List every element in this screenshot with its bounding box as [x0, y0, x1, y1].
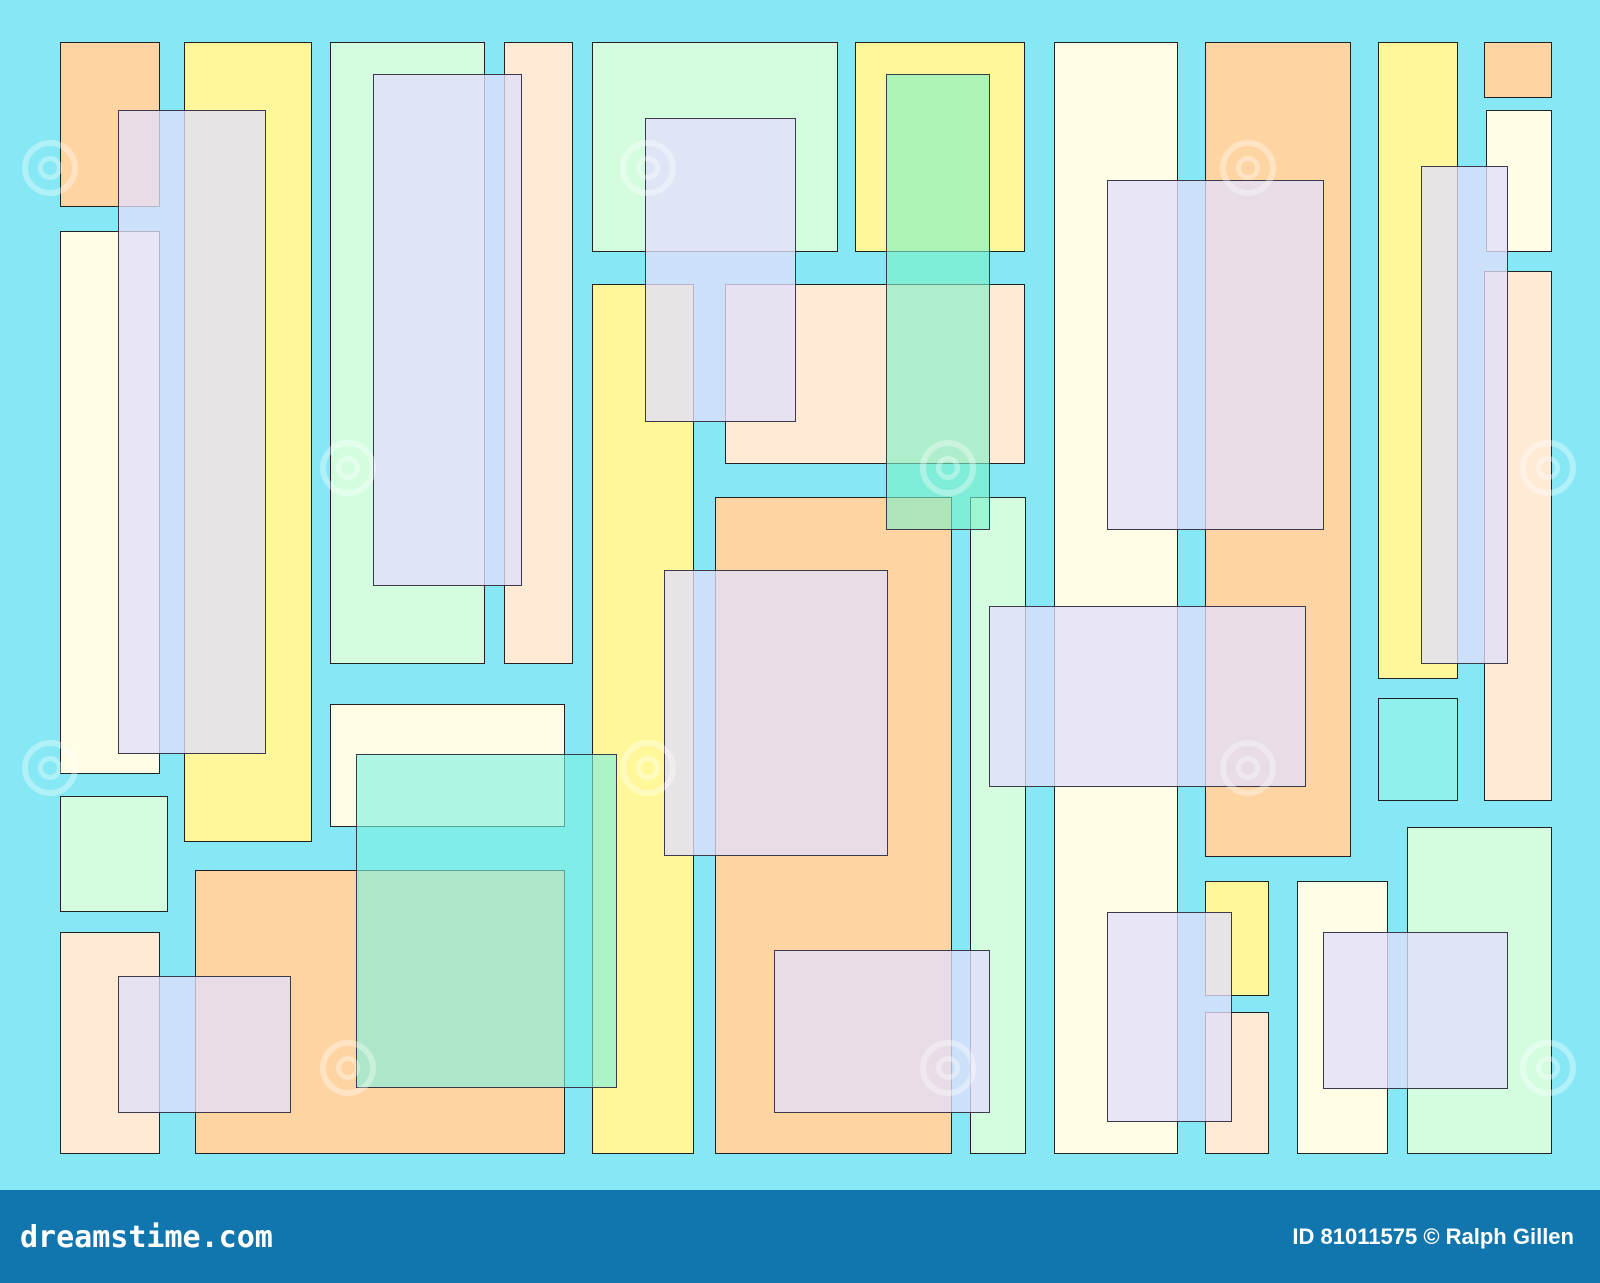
- footer-bar: dreamstime.com ID 81011575 © Ralph Gille…: [0, 1190, 1600, 1283]
- watermark-spiral-icon: [320, 1040, 376, 1096]
- watermark-spiral-icon: [22, 140, 78, 196]
- overlay-rect-lavender: [373, 74, 522, 586]
- abstract-rectangles-artwork: [0, 0, 1600, 1190]
- overlay-rect-lavender: [1107, 180, 1324, 530]
- overlay-rect-lavender: [118, 110, 266, 754]
- watermark-spiral-icon: [920, 1040, 976, 1096]
- overlay-rect-lavender: [1107, 912, 1232, 1122]
- watermark-spiral-icon: [1220, 740, 1276, 796]
- overlay-rect-lavender: [645, 118, 796, 422]
- rect-mint: [60, 796, 168, 912]
- image-credit: ID 81011575 © Ralph Gillen: [1292, 1224, 1574, 1249]
- overlay-rect-lavender: [118, 976, 291, 1113]
- watermark-spiral-icon: [1520, 1040, 1576, 1096]
- watermark-spiral-icon: [620, 140, 676, 196]
- site-logo-text: dreamstime.com: [20, 1220, 273, 1255]
- overlay-rect-lavender: [1323, 932, 1508, 1089]
- overlay-rect-lavender: [1421, 166, 1508, 664]
- rect-peach: [1484, 42, 1552, 98]
- watermark-spiral-icon: [1220, 140, 1276, 196]
- rect-aqua: [1378, 698, 1458, 801]
- overlay-rect-lavender: [664, 570, 888, 856]
- overlay-rect-lavender: [774, 950, 990, 1113]
- watermark-spiral-icon: [620, 740, 676, 796]
- watermark-spiral-icon: [22, 740, 78, 796]
- overlay-rect-teal: [356, 754, 617, 1088]
- watermark-spiral-icon: [1520, 440, 1576, 496]
- watermark-spiral-icon: [920, 440, 976, 496]
- watermark-spiral-icon: [320, 440, 376, 496]
